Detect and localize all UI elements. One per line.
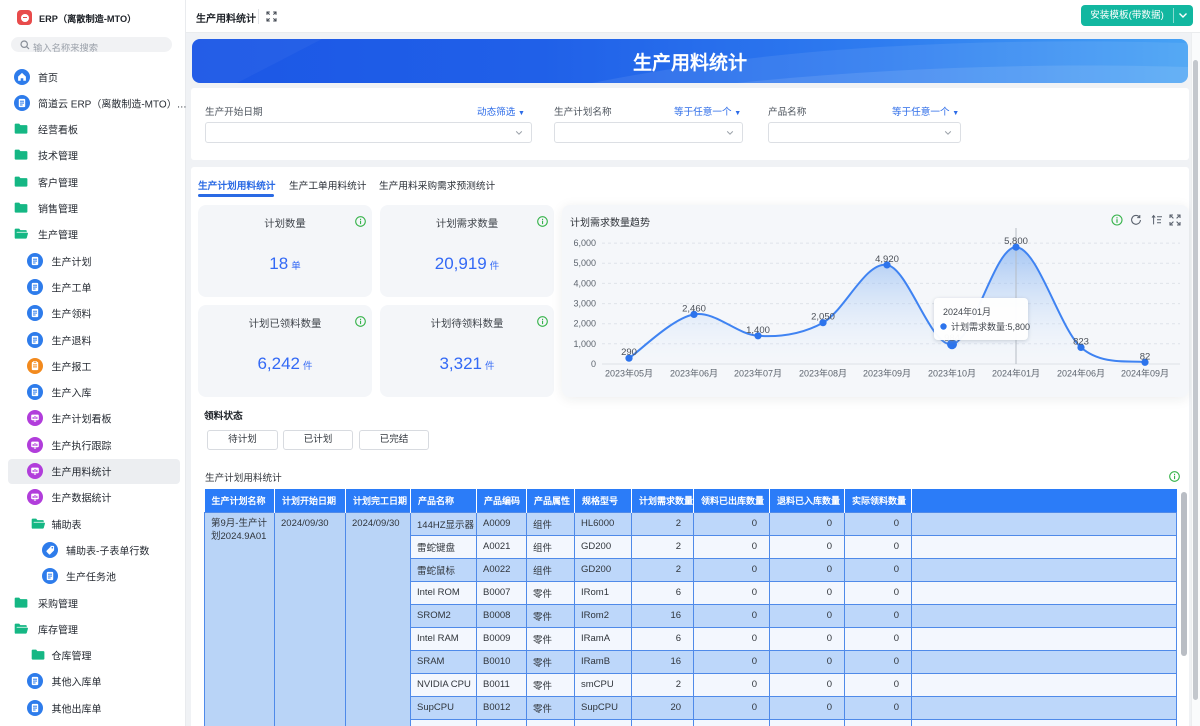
svg-text:3,000: 3,000: [573, 299, 596, 309]
svg-text:2,460: 2,460: [682, 303, 706, 314]
svg-text:2023年10月: 2023年10月: [928, 368, 976, 379]
svg-text:6,000: 6,000: [573, 238, 596, 248]
svg-text:82: 82: [1140, 351, 1151, 362]
svg-text:1,400: 1,400: [746, 325, 770, 336]
svg-text:2024年09月: 2024年09月: [1121, 368, 1169, 379]
svg-text:823: 823: [1073, 336, 1089, 347]
svg-text:2023年08月: 2023年08月: [799, 368, 847, 379]
svg-text:2024年06月: 2024年06月: [1057, 368, 1105, 379]
svg-text:2,050: 2,050: [811, 312, 835, 323]
svg-text:2023年09月: 2023年09月: [863, 368, 911, 379]
svg-text:2024年01月: 2024年01月: [992, 368, 1040, 379]
svg-text:5,800: 5,800: [1004, 236, 1028, 247]
svg-text:计划需求数量:5,800: 计划需求数量:5,800: [951, 321, 1030, 332]
svg-text:2024年01月: 2024年01月: [943, 306, 991, 317]
svg-text:1,000: 1,000: [573, 339, 596, 349]
svg-text:2023年06月: 2023年06月: [670, 368, 718, 379]
svg-text:5,000: 5,000: [573, 258, 596, 268]
svg-text:2023年05月: 2023年05月: [605, 368, 653, 379]
svg-text:4,920: 4,920: [875, 254, 899, 265]
svg-text:4,000: 4,000: [573, 278, 596, 288]
svg-text:2,000: 2,000: [573, 319, 596, 329]
svg-text:2023年07月: 2023年07月: [734, 368, 782, 379]
svg-text:290: 290: [621, 347, 637, 358]
svg-text:0: 0: [591, 359, 596, 369]
